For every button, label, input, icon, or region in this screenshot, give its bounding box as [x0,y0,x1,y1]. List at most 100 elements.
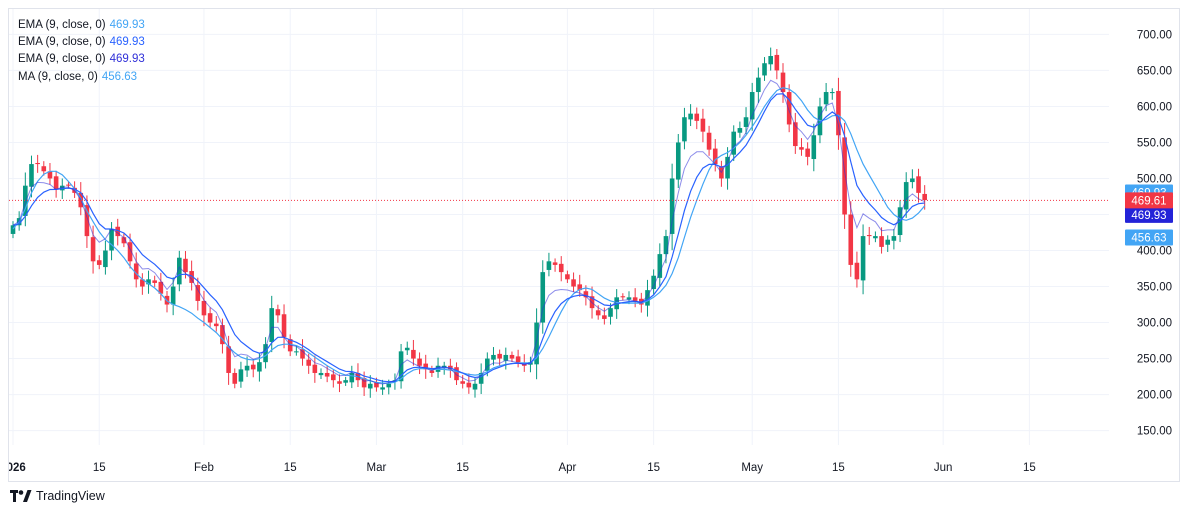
x-tick-label: Feb [194,462,214,474]
candle-body [626,297,632,300]
candle-body [762,63,767,76]
candle-body [66,184,71,186]
x-tick-label: 15 [93,462,106,474]
legend-row-2[interactable]: EMA (9, close, 0) 469.93 [18,34,145,51]
legend-row-4[interactable]: MA (9, close, 0) 456.63 [18,69,145,86]
candle-body [891,236,897,241]
candle-body [731,131,737,155]
chart-canvas[interactable]: 700.00650.00600.00550.00500.00450.00400.… [9,9,1181,483]
candle-body [201,300,207,316]
candle-body [47,171,53,179]
ema-line [12,93,925,383]
candle-body [472,383,478,390]
candle-body [620,296,626,298]
candle-body [903,182,909,210]
x-tick-label: Apr [558,462,576,474]
candle-body [491,354,496,360]
x-tick-label: 15 [1023,462,1036,474]
candle-body [337,381,342,384]
candle-body [823,92,829,105]
candle-body [380,387,385,390]
candle-body [503,354,509,361]
candle-body [842,137,847,215]
candle-body [306,359,311,366]
candle-body [207,313,213,323]
candle-body [546,261,552,270]
price-label-box [1125,206,1173,223]
candle-body [811,135,817,160]
legend-label: MA (9, close, 0) [18,70,98,83]
y-tick-label: 550.00 [1137,137,1172,149]
candle-body [318,372,324,376]
legend-label: EMA (9, close, 0) [18,36,106,49]
candle-body [805,148,810,157]
candle-body [694,113,700,121]
candle-body [404,347,410,351]
legend-row-1[interactable]: EMA (9, close, 0) 469.93 [18,17,145,34]
x-tick-label: 15 [647,462,660,474]
candle-body [331,374,336,381]
candle-body [170,286,176,305]
candle-body [657,254,663,278]
y-tick-label: 350.00 [1137,282,1172,294]
candle-body [583,291,589,298]
candle-body [515,356,521,363]
price-label-box [1125,229,1173,246]
candle-body [768,56,773,65]
price-label: 469.61 [1131,195,1166,207]
candle-body [96,260,102,265]
chart-frame: 700.00650.00600.00550.00500.00450.00400.… [8,8,1180,482]
candle-body [411,349,416,359]
legend-row-3[interactable]: EMA (9, close, 0) 469.93 [18,51,145,68]
legend-value: 469.93 [109,36,145,49]
legend-value: 469.93 [109,53,145,66]
candle-body [534,322,539,365]
candle-body [367,383,373,389]
candle-body [799,147,804,150]
candle-body [737,128,743,133]
candle-body [460,381,465,384]
candle-body [608,308,613,317]
candle-body [361,378,367,388]
candle-body [263,344,268,363]
candle-body [669,178,675,234]
candle-body [632,297,638,301]
y-tick-label: 650.00 [1137,65,1172,77]
candle-body [836,90,841,136]
candle-body [866,235,872,237]
candle-body [84,205,90,237]
candle-body [509,354,515,359]
candle-body [688,113,693,120]
candle-body [226,346,231,373]
candle-body [152,280,157,283]
candle-body [398,351,404,382]
candle-body [109,228,114,251]
ma-line [12,87,926,384]
price-label: 456.63 [1131,233,1166,245]
candle-body [343,380,348,383]
tradingview-logo[interactable]: TradingView [10,489,105,503]
candle-body [250,364,256,370]
y-tick-label: 250.00 [1137,354,1172,366]
candle-body [478,372,484,384]
candle-body [540,272,546,323]
candle-body [41,166,47,172]
candle-body [35,162,40,165]
candle-body [183,258,188,273]
y-tick-label: 200.00 [1137,390,1172,402]
candle-body [780,72,786,93]
candle-body [269,308,275,342]
candle-body [127,242,133,262]
candle-body [749,92,755,120]
candle-body [552,262,558,265]
candle-body [386,383,392,388]
candle-body [257,362,262,372]
candle-body [349,372,355,383]
y-tick-label: 300.00 [1137,318,1172,330]
candle-body [614,297,619,310]
candle-body [885,239,891,245]
candle-body [682,117,687,142]
candle-body [213,323,219,327]
legend-label: EMA (9, close, 0) [18,53,106,66]
candle-body [712,148,718,165]
